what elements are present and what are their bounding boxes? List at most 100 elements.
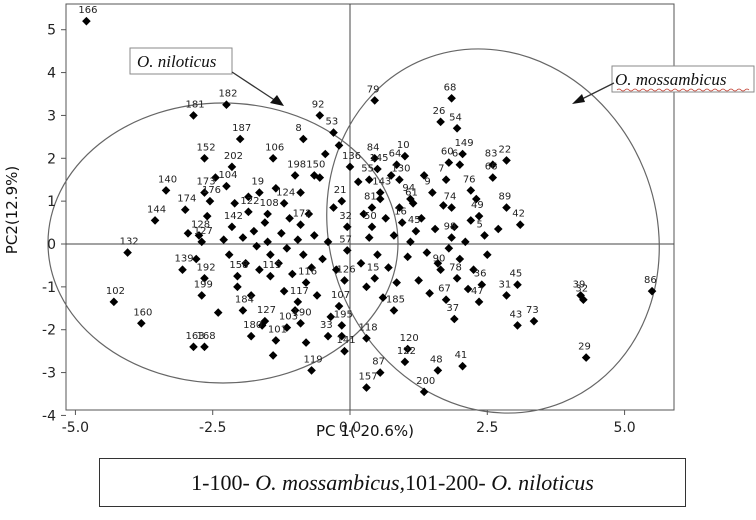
data-point-108 xyxy=(581,353,591,362)
point-label-102: 45 xyxy=(509,269,522,280)
data-point-155 xyxy=(337,331,347,341)
point-label-88: 66 xyxy=(485,162,498,173)
data-point-150 xyxy=(323,237,333,247)
point-label-108: 29 xyxy=(578,342,591,353)
data-point-110 xyxy=(183,228,193,238)
data-point-45 xyxy=(307,366,316,375)
mossambicus-annotation-box xyxy=(611,65,755,93)
data-point-124 xyxy=(252,241,261,251)
data-point-170 xyxy=(403,252,412,262)
data-point-35 xyxy=(233,271,242,281)
data-point-177 xyxy=(430,224,440,234)
point-label-104: 43 xyxy=(509,309,522,320)
point-label-76: 48 xyxy=(430,354,443,365)
x-axis-label: PC 1( 20.6%) xyxy=(316,422,414,440)
data-point-59 xyxy=(364,175,374,185)
data-point-66 xyxy=(397,218,407,227)
point-label-77: 41 xyxy=(455,350,468,361)
point-label-57: 10 xyxy=(397,140,410,151)
data-point-147 xyxy=(315,173,325,182)
y-tick-label-4: 0 xyxy=(47,237,56,253)
data-point-141 xyxy=(299,250,308,260)
data-points xyxy=(82,16,657,397)
data-point-27 xyxy=(123,248,132,257)
point-label-64: 81 xyxy=(364,192,377,203)
point-label-69: 185 xyxy=(386,294,405,305)
point-label-11: 150 xyxy=(306,159,325,170)
caption-species-1: O. mossambicus, xyxy=(255,469,406,495)
data-point-181 xyxy=(450,222,459,232)
data-point-15 xyxy=(200,188,209,197)
data-point-119 xyxy=(238,233,248,242)
data-point-169 xyxy=(395,203,404,212)
point-label-84: 83 xyxy=(485,149,498,160)
data-point-163 xyxy=(378,293,388,302)
point-label-44: 190 xyxy=(293,307,312,318)
point-label-37: 116 xyxy=(298,267,317,278)
data-point-43 xyxy=(282,323,292,332)
point-label-1: 181 xyxy=(185,99,204,110)
data-point-115 xyxy=(219,235,228,245)
point-label-36: 115 xyxy=(262,260,281,271)
data-point-142 xyxy=(301,338,311,347)
point-label-28: 139 xyxy=(175,254,194,265)
data-point-32 xyxy=(137,318,146,328)
point-label-0: 166 xyxy=(78,5,97,16)
point-label-13: 140 xyxy=(158,174,177,185)
point-label-81: 149 xyxy=(455,138,474,149)
data-point-182 xyxy=(455,254,465,264)
point-label-26: 127 xyxy=(194,226,213,237)
point-label-92: 89 xyxy=(499,192,512,203)
data-point-121 xyxy=(244,192,253,202)
data-point-60 xyxy=(375,188,385,197)
data-point-1 xyxy=(189,111,198,120)
point-label-49: 107 xyxy=(331,290,350,301)
mossambicus-annotation-text: O. mossambicus xyxy=(615,70,727,89)
point-label-30: 199 xyxy=(194,279,213,290)
data-point-48 xyxy=(340,346,349,356)
data-point-93 xyxy=(515,220,525,230)
data-point-96 xyxy=(436,265,445,275)
data-point-145 xyxy=(310,231,319,240)
data-point-157 xyxy=(356,258,366,268)
point-label-82: 60 xyxy=(441,147,454,158)
data-point-144 xyxy=(307,263,316,272)
data-point-168 xyxy=(392,278,401,287)
point-label-22: 108 xyxy=(260,198,279,209)
data-point-95 xyxy=(447,233,456,242)
data-point-37 xyxy=(301,278,311,287)
point-label-52: 57 xyxy=(339,234,352,245)
data-point-165 xyxy=(384,263,393,272)
data-point-90 xyxy=(447,203,456,212)
point-label-93: 42 xyxy=(512,209,525,220)
point-label-34: 168 xyxy=(196,331,215,342)
data-point-11 xyxy=(310,171,319,180)
data-point-29 xyxy=(200,273,209,283)
y-tick-label-0: -4 xyxy=(42,408,56,424)
data-point-84 xyxy=(488,160,498,170)
data-point-65 xyxy=(367,222,377,232)
data-point-4 xyxy=(235,134,245,144)
data-point-25 xyxy=(194,231,204,240)
point-label-71: 120 xyxy=(400,333,419,344)
data-point-175 xyxy=(422,248,432,257)
point-label-106: 39 xyxy=(573,279,586,290)
data-point-143 xyxy=(304,209,314,219)
point-label-5: 202 xyxy=(224,151,243,162)
point-label-35: 158 xyxy=(229,260,248,271)
data-point-159 xyxy=(362,282,371,292)
data-point-44 xyxy=(296,318,305,328)
point-label-103: 31 xyxy=(499,279,512,290)
data-point-42 xyxy=(271,336,281,345)
point-label-91: 49 xyxy=(471,200,484,211)
y-axis-ticks: -4 -3 -2 -1 0 1 2 3 4 5 xyxy=(42,23,66,424)
data-point-63 xyxy=(408,198,418,208)
y-tick-label-9: 5 xyxy=(47,23,56,39)
data-point-14 xyxy=(222,181,231,191)
data-point-114 xyxy=(213,308,223,317)
point-label-80: 54 xyxy=(449,112,462,123)
data-point-125 xyxy=(255,265,264,275)
data-point-88 xyxy=(488,173,498,182)
